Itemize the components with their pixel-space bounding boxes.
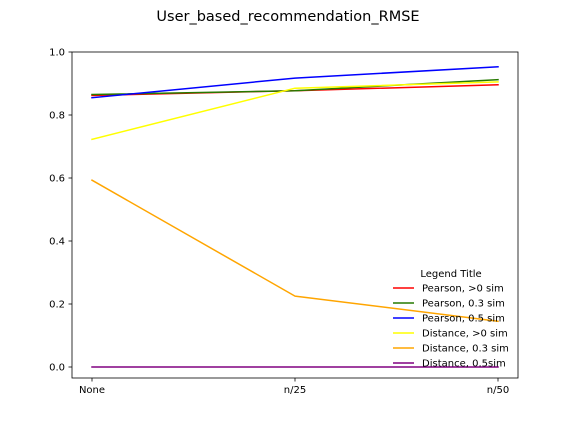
legend-label-4: Distance, >0 sim — [422, 329, 508, 340]
y-tick-label-1: 0.0 — [49, 363, 65, 374]
legend-label-5: Distance, 0.3 sim — [422, 344, 509, 355]
legend-label-1: Pearson, >0 sim — [422, 284, 504, 295]
chart-title: User_based_recommendation_RMSE — [156, 9, 419, 25]
legend-title: Legend Title — [420, 269, 481, 280]
legend: Legend Title Pearson, >0 sim Pearson, 0.3… — [393, 269, 509, 370]
y-tick-label-6: 1.0 — [49, 48, 65, 59]
x-tick-label-2: n/25 — [284, 385, 306, 396]
series-line-5 — [90, 179, 499, 323]
series-layer — [90, 66, 499, 368]
y-tick-label-2: 0.2 — [49, 300, 65, 311]
plot-background — [72, 52, 518, 378]
legend-label-3: Pearson, 0.5 sim — [422, 314, 505, 325]
x-tick-label-1: None — [79, 385, 105, 396]
y-tick-label-3: 0.4 — [49, 237, 65, 248]
axes-layer: 0.0 0.2 0.4 0.6 0.8 1.0 None n/25 n/50 — [49, 48, 519, 396]
legend-label-2: Pearson, 0.3 sim — [422, 299, 505, 310]
series-line-3 — [91, 66, 499, 99]
legend-label-6: Distance, 0.5sim — [422, 359, 506, 370]
x-tick-label-3: n/50 — [487, 385, 509, 396]
plot-area — [72, 52, 518, 378]
series-line-4 — [91, 81, 499, 141]
y-tick-label-4: 0.6 — [49, 174, 65, 185]
y-tick-label-5: 0.8 — [49, 111, 65, 122]
